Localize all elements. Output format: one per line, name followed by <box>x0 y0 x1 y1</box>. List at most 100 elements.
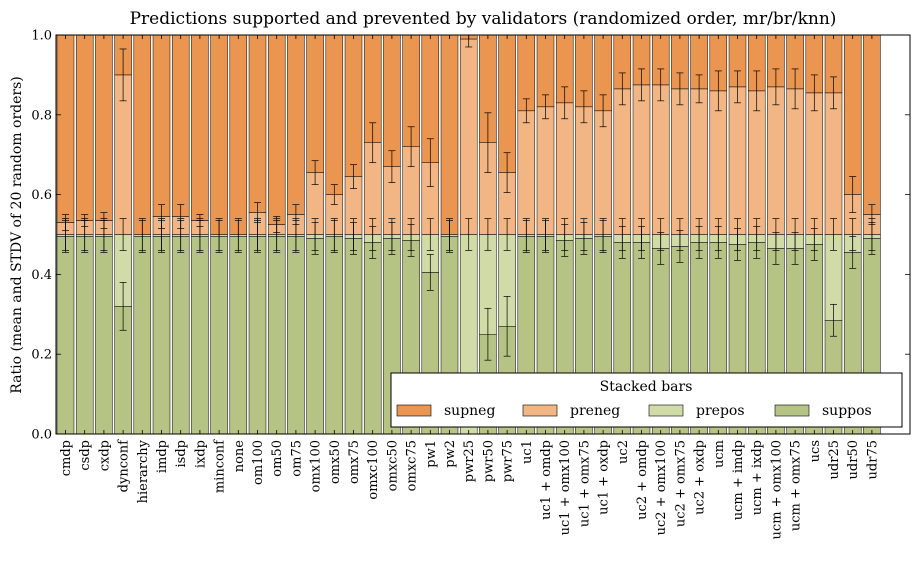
x-tick-label: uc2 + oxdp <box>693 440 708 515</box>
error-bar-preneg <box>676 72 684 106</box>
legend-label: preneg <box>570 403 620 419</box>
y-axis: 0.0 0.2 0.4 0.6 0.8 1.0 <box>31 29 910 443</box>
error-bar-preneg <box>369 122 377 164</box>
error-bar-prepos <box>599 218 607 251</box>
error-bar-prepos <box>465 218 473 251</box>
bar-suppos <box>248 236 267 435</box>
error-bar-preneg <box>657 68 665 102</box>
x-tick-label: imdp <box>155 440 170 473</box>
x-tick-label: pw1 <box>424 440 439 468</box>
error-bar-preneg <box>618 72 626 106</box>
error-bar-preneg <box>638 68 645 102</box>
bar-suppos <box>56 236 75 435</box>
error-bar-preneg <box>599 94 607 128</box>
error-bar-preneg <box>753 70 761 112</box>
bar-suppos <box>210 236 228 435</box>
x-tick-label: ucm + imdp <box>731 440 746 520</box>
error-bar-preneg <box>350 164 357 189</box>
legend-item-suppos: suppos <box>774 403 872 419</box>
bar-suppos <box>287 236 305 435</box>
legend-swatch <box>396 404 432 417</box>
bar-supneg <box>498 34 516 173</box>
bar-supneg <box>287 34 305 215</box>
bar-preneg <box>517 110 536 235</box>
bar-suppos <box>95 236 113 435</box>
y-axis-label: Ratio (mean and STDV of 20 random orders… <box>9 76 25 393</box>
bar-preneg <box>767 86 785 235</box>
error-bar-prepos <box>388 218 396 251</box>
x-tick-label: om100 <box>251 440 266 485</box>
x-tick-label: uc2 + omx100 <box>654 440 669 535</box>
error-bar-preneg <box>292 204 300 225</box>
error-bar-preneg <box>561 86 569 120</box>
bar-suppos <box>229 236 248 435</box>
x-tick-label: ucm + omx100 <box>769 440 784 539</box>
plot-frame <box>55 34 911 435</box>
x-tick-label: uc2 + omx75 <box>673 440 688 527</box>
x-tick-label: uc1 + omx75 <box>577 440 592 527</box>
bar-supneg <box>843 34 862 195</box>
x-tick-label: pwr50 <box>481 440 496 482</box>
bar-preneg <box>805 92 824 235</box>
error-bar-prepos <box>791 218 799 251</box>
error-bar-preneg <box>522 98 530 124</box>
x-tick-label: ucm + omx75 <box>789 440 804 531</box>
bar-supneg <box>133 34 152 235</box>
bar-supneg <box>383 34 401 167</box>
x-tick-label: pw2 <box>443 440 458 468</box>
error-bar-preneg <box>119 48 127 102</box>
error-bar-preneg <box>100 212 108 229</box>
error-bar-prepos <box>215 218 223 251</box>
bar-preneg <box>671 88 689 235</box>
error-bar-preneg <box>695 74 703 104</box>
x-tick-label: omxc100 <box>366 440 381 500</box>
x-tick-label: uc1 <box>520 440 535 464</box>
y-tick-label: 0.6 <box>31 188 52 203</box>
error-bar-preneg <box>791 68 799 110</box>
error-bar-prepos <box>638 218 645 251</box>
x-tick-label: hierarchy <box>136 439 151 503</box>
error-bar-prepos <box>849 218 857 251</box>
bar-suppos <box>133 236 152 435</box>
x-tick-label: uc1 + omx100 <box>558 440 573 535</box>
bar-suppos <box>191 236 209 435</box>
legend-item-preneg: preneg <box>522 403 620 419</box>
error-bar-prepos <box>484 218 492 251</box>
error-bar-prepos <box>119 218 127 251</box>
x-tick-label: pwr75 <box>501 440 516 482</box>
bar-suppos <box>306 238 324 435</box>
error-bar-preneg <box>714 70 722 112</box>
error-bar-preneg <box>772 68 780 106</box>
bar-preneg <box>651 84 670 235</box>
error-bar-preneg <box>503 152 511 193</box>
x-tick-label: udr50 <box>846 440 861 479</box>
error-bar-prepos <box>772 218 780 251</box>
error-bar-preneg <box>62 214 69 231</box>
x-tick-label: om50 <box>270 440 285 477</box>
x-tick-label: om75 <box>289 440 304 477</box>
bar-supneg <box>248 34 267 213</box>
legend-swatch <box>774 404 810 417</box>
legend-label: suppos <box>822 403 872 419</box>
error-bar-preneg <box>330 184 338 205</box>
x-tick-label: none <box>232 440 247 473</box>
error-bar-preneg <box>830 76 837 110</box>
bar-preneg <box>728 86 747 235</box>
error-bar-suppos <box>426 254 434 291</box>
y-tick-label: 0.0 <box>31 428 52 443</box>
bar-supneg <box>267 34 286 225</box>
x-tick-label: dynconf <box>117 439 132 493</box>
error-bar-prepos <box>618 218 626 251</box>
x-tick-label: omxc75 <box>405 440 420 491</box>
x-tick-label: csdp <box>78 440 93 471</box>
bar-suppos <box>363 242 382 435</box>
x-tick-label: uc1 + omdp <box>539 440 554 520</box>
bar-suppos <box>267 236 286 435</box>
y-tick-label: 0.8 <box>31 108 52 123</box>
error-bar-prepos <box>330 218 338 251</box>
bar-supneg <box>95 34 113 221</box>
x-tick-label: ixdp <box>193 440 208 468</box>
error-bar-prepos <box>311 218 319 251</box>
bar-preneg <box>709 90 728 235</box>
